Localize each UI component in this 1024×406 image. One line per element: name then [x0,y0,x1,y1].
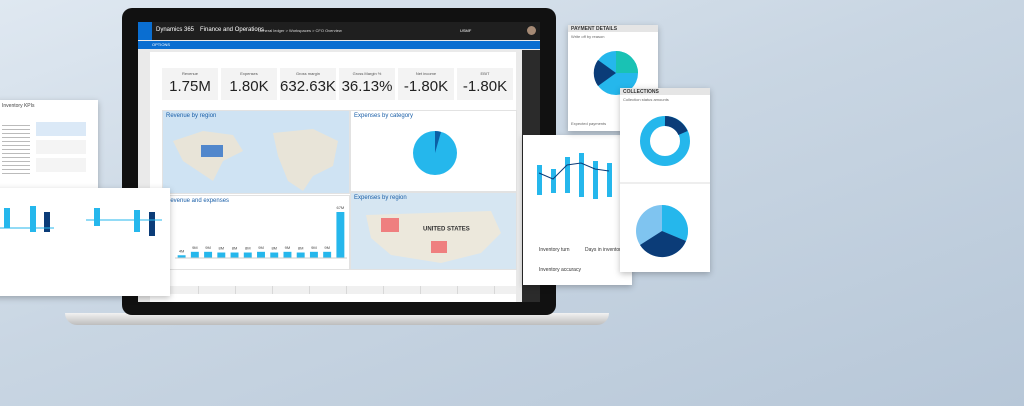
kpi-label: EBIT [480,71,490,76]
data-label: 4M [179,248,185,253]
panel-title: Expenses by category [354,113,414,119]
inventory-kpis-card: Inventory KPIs [0,100,98,190]
kpi-label: Gross Margin % [352,71,382,76]
bar [243,252,252,258]
revenue-and-expenses-panel: Revenue and expenses 4M 9M 9M 8M 8M 8M 9M 8M 9M 8… [162,195,350,270]
kpi-title: Inventory accuracy [539,267,581,273]
card-subtitle: Expected payments [571,121,607,126]
kpi-value: 1.75M [169,78,211,95]
panel-title: Revenue and expenses [166,198,230,204]
tab-strip[interactable] [162,286,516,294]
map-label: UNITED STATES [423,227,470,233]
module-name[interactable]: Finance and Operations [200,27,265,33]
kpi-tile[interactable]: Revenue 1.75M [162,68,218,100]
data-label: 9M [192,245,198,250]
kpi-tile[interactable]: Net income -1.80K [398,68,454,100]
bar [283,251,292,258]
kpi-tile[interactable]: Gross Margin % 36.13% [339,68,395,100]
data-label: 9M [205,245,211,250]
company[interactable]: USMF [460,28,472,33]
land [366,211,501,263]
kpi-label: Gross margin [295,71,320,76]
card-subtitle: Collection status amounts [623,97,669,102]
bar [323,251,332,258]
land [273,129,338,191]
bar [257,251,265,258]
list-item[interactable] [36,158,86,172]
app-name[interactable]: Dynamics 365 [156,27,195,33]
map [173,129,338,191]
kpi-tile[interactable]: EBIT -1.80K [457,68,513,100]
bar [270,252,279,258]
kpi-label: Expenses [240,71,258,76]
data-label: 67M [336,205,344,210]
card-title: Inventory KPIs [2,103,35,109]
chart-card [0,188,170,296]
kpi-label: Revenue [181,71,198,76]
data-label: 9M [285,245,291,250]
bar [177,255,186,258]
data-label: 9M [258,245,264,250]
highlight-region [381,218,399,232]
kpi-value: -1.80K [403,78,449,95]
bar-chart: 4M 9M 9M 8M 8M 8M 9M 8M 9M 8M 9M 9M 67M [175,205,347,259]
app-launcher[interactable] [138,22,152,40]
bar [190,251,199,258]
donuts [620,116,710,258]
card-title: PAYMENT DETAILS [571,26,618,32]
mini-charts [0,206,162,236]
breadcrumb: General ledger > Workspaces > CFO Overvi… [258,28,342,33]
kpi-label: Net income [415,71,437,76]
data-label: 8M [245,246,251,251]
data-label: 8M [271,246,277,251]
text-lines [2,122,30,174]
data-label: 8M [298,246,304,251]
data-label: 8M [232,246,238,251]
list-item[interactable] [36,122,86,136]
panel-title: Revenue by region [166,113,217,119]
highlight-region [201,145,223,157]
bar [217,252,226,258]
kpi-tile[interactable]: Gross margin 632.63K [280,68,336,100]
bar [230,252,239,258]
card-subtitle: Write off by reason [571,34,605,39]
kpi-value: -1.80K [462,78,508,95]
pie-slice [435,131,441,153]
kpi-title: Inventory turn [539,247,570,253]
kpi-value: 632.63K [280,78,336,95]
bar [309,251,318,258]
bar [336,212,345,258]
map: UNITED STATES [366,211,501,263]
expenses-by-category-panel: Expenses by category [350,110,517,192]
inventory-card: Inventory turn Days in inventory Invento… [523,135,632,285]
laptop-base [65,313,609,325]
collections-card: COLLECTIONS Collection status amounts [620,88,710,272]
kpi-value: 36.13% [341,78,393,95]
revenue-by-region-panel: Revenue by region [162,110,350,194]
mini-chart [537,153,612,199]
top-bar [138,22,540,40]
data-label: 9M [311,245,317,250]
bar [204,251,213,258]
bar [296,252,305,258]
list-item[interactable] [36,140,86,154]
action-pane [138,41,540,49]
pie [593,51,638,95]
data-label: 9M [324,245,330,250]
kpi-value: 1.80K [229,78,269,95]
options-tab[interactable]: OPTIONS [152,42,171,47]
highlight-region [431,241,447,253]
kpi-title: Days in inventory [585,247,624,253]
avatar[interactable] [527,26,536,35]
card-title: COLLECTIONS [623,89,659,95]
panel-title: Expenses by region [354,195,407,201]
pie [413,131,457,175]
data-label: 8M [219,246,225,251]
expenses-by-region-panel: Expenses by region UNITED STATES [350,192,517,270]
kpi-tile[interactable]: Expenses 1.80K [221,68,277,100]
